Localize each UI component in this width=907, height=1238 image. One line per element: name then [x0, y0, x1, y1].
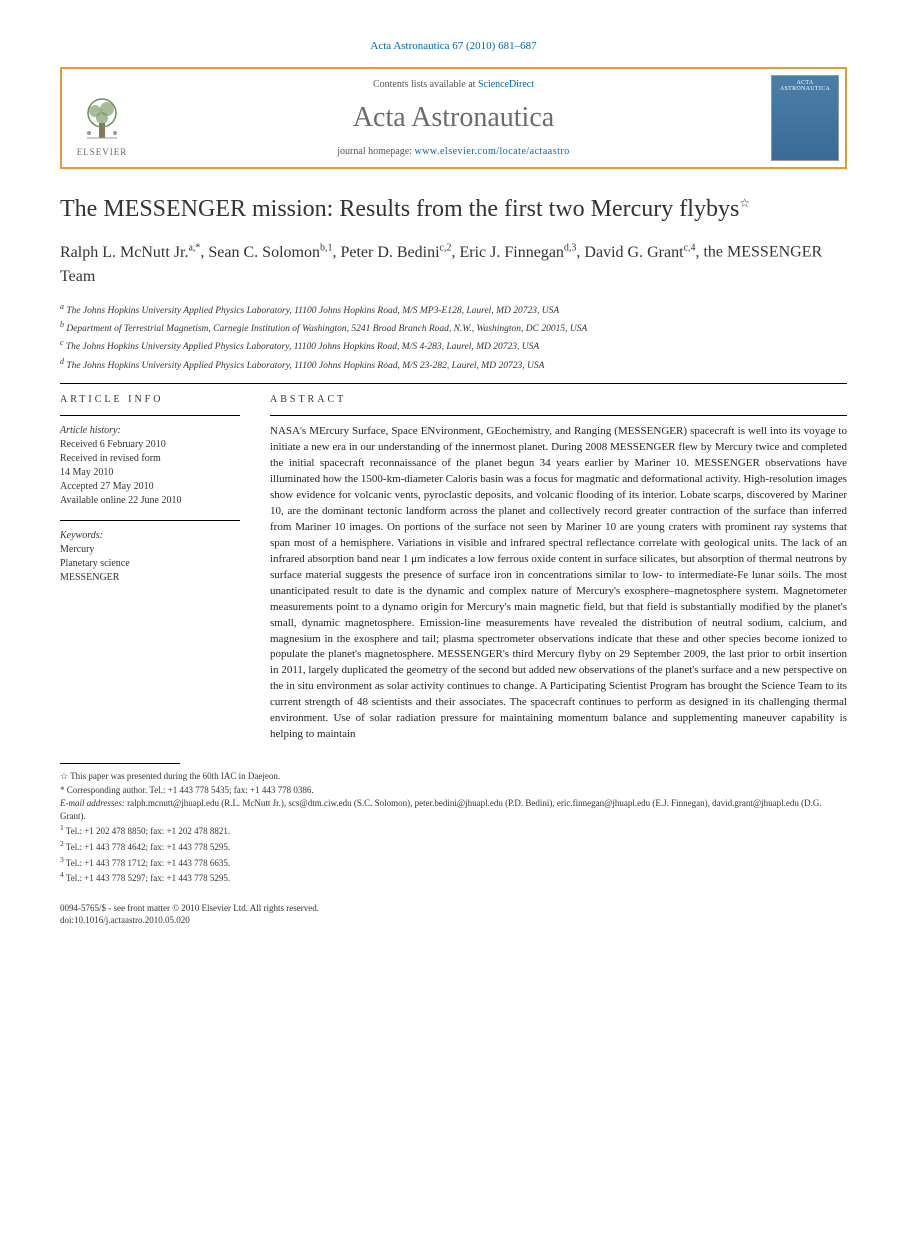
presentation-note: ☆ This paper was presented during the 60… — [60, 770, 847, 783]
author: Sean C. Solomonb,1 — [208, 244, 332, 261]
two-column-layout: ARTICLE INFO Article history: Received 6… — [60, 394, 847, 743]
keywords-block: Keywords: MercuryPlanetary scienceMESSEN… — [60, 529, 240, 585]
abstract-text: NASA's MErcury Surface, Space ENvironmen… — [270, 424, 847, 743]
abstract-heading: ABSTRACT — [270, 394, 847, 405]
author: Peter D. Bedinic,2 — [340, 244, 451, 261]
history-line: Accepted 27 May 2010 — [60, 480, 240, 494]
affiliation-line: b Department of Terrestrial Magnetism, C… — [60, 319, 847, 336]
title-text: The MESSENGER mission: Results from the … — [60, 196, 739, 222]
article-info-heading: ARTICLE INFO — [60, 394, 240, 405]
homepage-line: journal homepage: www.elsevier.com/locat… — [142, 146, 765, 157]
cover-thumbnail: ACTA ASTRONAUTICA — [771, 75, 839, 161]
homepage-link[interactable]: www.elsevier.com/locate/actaastro — [414, 146, 569, 157]
journal-name: Acta Astronautica — [142, 102, 765, 134]
footnotes: ☆ This paper was presented during the 60… — [60, 770, 847, 885]
author-list: Ralph L. McNutt Jr.a,*, Sean C. Solomonb… — [60, 240, 847, 288]
homepage-prefix: journal homepage: — [337, 146, 414, 157]
author: David G. Grantc,4 — [584, 244, 695, 261]
doi-line: doi:10.1016/j.actaastro.2010.05.020 — [60, 915, 847, 927]
affiliation-line: c The Johns Hopkins University Applied P… — [60, 337, 847, 354]
contents-prefix: Contents lists available at — [373, 79, 478, 90]
keyword: Planetary science — [60, 557, 240, 571]
copyright-line: 0094-5765/$ - see front matter © 2010 El… — [60, 903, 847, 915]
masthead: ELSEVIER Contents lists available at Sci… — [60, 67, 847, 169]
journal-cover: ACTA ASTRONAUTICA — [765, 69, 845, 167]
keyword: Mercury — [60, 543, 240, 557]
title-note-marker: ☆ — [739, 196, 750, 210]
corresponding-author: * Corresponding author. Tel.: +1 443 778… — [60, 784, 847, 797]
article-history-block: Article history: Received 6 February 201… — [60, 424, 240, 508]
history-line: 14 May 2010 — [60, 466, 240, 480]
affiliation-line: a The Johns Hopkins University Applied P… — [60, 301, 847, 318]
elsevier-tree-icon — [77, 93, 127, 143]
tel-line: 4 Tel.: +1 443 778 5297; fax: +1 443 778… — [60, 870, 847, 885]
info-divider-1 — [60, 415, 240, 416]
abstract-column: ABSTRACT NASA's MErcury Surface, Space E… — [270, 394, 847, 743]
email-line: E-mail addresses: ralph.mcnutt@jhuapl.ed… — [60, 797, 847, 822]
history-line: Received 6 February 2010 — [60, 438, 240, 452]
affiliation-line: d The Johns Hopkins University Applied P… — [60, 356, 847, 373]
contents-line: Contents lists available at ScienceDirec… — [142, 79, 765, 90]
tel-line: 1 Tel.: +1 202 478 8850; fax: +1 202 478… — [60, 823, 847, 838]
affiliations: a The Johns Hopkins University Applied P… — [60, 301, 847, 374]
author: Eric J. Finnegand,3 — [460, 244, 577, 261]
history-label: Article history: — [60, 424, 240, 438]
keyword: MESSENGER — [60, 571, 240, 585]
tel-line: 3 Tel.: +1 443 778 1712; fax: +1 443 778… — [60, 855, 847, 870]
page-container: Acta Astronautica 67 (2010) 681–687 ELSE… — [0, 0, 907, 956]
tel-line: 2 Tel.: +1 443 778 4642; fax: +1 443 778… — [60, 839, 847, 854]
citation-header: Acta Astronautica 67 (2010) 681–687 — [60, 40, 847, 52]
history-line: Received in revised form — [60, 452, 240, 466]
bottom-matter: 0094-5765/$ - see front matter © 2010 El… — [60, 903, 847, 926]
cover-title-text: ACTA ASTRONAUTICA — [776, 80, 834, 92]
article-info-body: Article history: Received 6 February 201… — [60, 424, 240, 585]
sciencedirect-link[interactable]: ScienceDirect — [478, 79, 534, 90]
masthead-center: Contents lists available at ScienceDirec… — [142, 69, 765, 167]
article-info-column: ARTICLE INFO Article history: Received 6… — [60, 394, 240, 743]
keywords-label: Keywords: — [60, 529, 240, 543]
article-title: The MESSENGER mission: Results from the … — [60, 194, 847, 225]
author: Ralph L. McNutt Jr.a,* — [60, 244, 200, 261]
abstract-divider — [270, 415, 847, 416]
footnotes-rule — [60, 763, 180, 764]
email-label: E-mail addresses: — [60, 798, 125, 808]
publisher-name: ELSEVIER — [77, 147, 128, 157]
email-addresses: ralph.mcnutt@jhuapl.edu (R.L. McNutt Jr.… — [60, 798, 822, 821]
history-line: Available online 22 June 2010 — [60, 494, 240, 508]
info-divider-2 — [60, 520, 240, 521]
divider-top — [60, 383, 847, 384]
publisher-logo-block: ELSEVIER — [62, 69, 142, 167]
